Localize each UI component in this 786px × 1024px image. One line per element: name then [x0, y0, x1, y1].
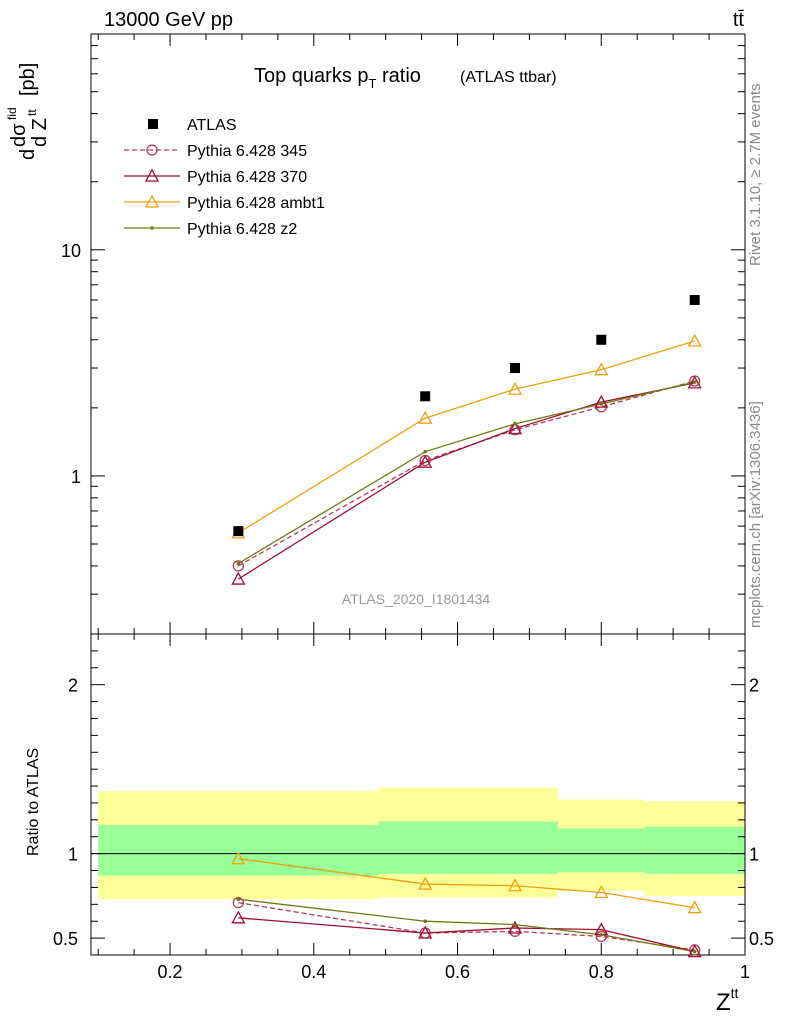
y-label-d: d	[17, 149, 39, 160]
y-label-unit: [pb]	[17, 63, 39, 96]
chart-title-main: Top quarks p	[254, 65, 369, 87]
ratio-tick-label-right: 2	[749, 676, 759, 696]
y-label-tt: tt	[25, 109, 39, 116]
x-tick-label: 0.4	[301, 962, 326, 982]
y-label-dsigma: dσ	[8, 123, 30, 147]
band-inner-3	[644, 826, 745, 874]
legend-marker-0	[146, 144, 158, 156]
x-tick-label: 0.8	[589, 962, 614, 982]
chart-title-sub: T	[369, 76, 377, 91]
series-point-0	[232, 560, 244, 572]
ratio-point-1	[418, 925, 433, 939]
y-label-fid: fid	[5, 107, 19, 120]
data-point	[420, 391, 431, 402]
x-tick-label: 0.6	[445, 962, 470, 982]
ratio-point-0	[595, 930, 607, 943]
mcplots-label: mcplots.cern.ch [arXiv:1306.3436]	[747, 401, 764, 628]
series-markers	[231, 294, 702, 958]
legend: ATLAS Pythia 6.428 345 Pythia 6.428 370 Pyt…	[124, 117, 325, 238]
series-point-3	[423, 449, 427, 454]
series-point-1	[231, 571, 246, 585]
ratio-line-2	[238, 858, 695, 909]
ratio-line-3	[238, 898, 695, 953]
legend-marker-3	[150, 226, 154, 230]
x-axis-label: Ztt	[716, 985, 739, 1016]
ratio-point-2	[507, 878, 523, 892]
series-point-1	[594, 394, 609, 408]
series-point-3	[236, 561, 241, 566]
series-line-1	[237, 382, 695, 580]
ratio-tick-label-left: 0.5	[53, 929, 78, 949]
process-label: tt̄	[733, 9, 745, 31]
series-line-2	[237, 340, 695, 534]
series-point-2	[418, 410, 433, 424]
ratio-tick-label-left: 2	[68, 676, 78, 696]
ratio-point-3	[236, 897, 241, 902]
y-tick-label: 1	[71, 467, 81, 487]
series-line-0	[238, 380, 695, 567]
ratio-line-1	[238, 917, 695, 953]
x-label-sup: tt	[731, 985, 739, 1001]
band-inner-1	[378, 821, 559, 874]
energy-label: 13000 GeV pp	[104, 9, 233, 31]
ratio-y-label: Ratio to ATLAS	[25, 748, 42, 856]
series-point-2	[594, 362, 609, 376]
series-point-1	[507, 421, 523, 435]
x-tick-label: 0.2	[158, 962, 183, 982]
ratio-point-3	[513, 922, 517, 927]
series-point-3	[692, 380, 697, 384]
chart-title-main2: ratio	[376, 65, 420, 87]
ratio-point-2	[594, 885, 609, 899]
y-axis-label: d dσ fid d Z tt [pb]	[5, 63, 51, 160]
legend-marker-data	[148, 119, 158, 129]
x-tick-label: 1	[740, 962, 750, 982]
ratio-point-1	[687, 944, 702, 958]
series-point-3	[513, 422, 517, 426]
ratio-line-0	[238, 901, 695, 951]
data-point	[596, 334, 607, 345]
chart-title-note: (ATLAS ttbar)	[460, 69, 557, 86]
legend-marker-1	[144, 168, 160, 182]
ratio-point-3	[692, 949, 697, 954]
series-point-1	[418, 454, 433, 468]
analysis-watermark: ATLAS_2020_I1801434	[342, 591, 491, 607]
ratio-point-2	[418, 876, 433, 890]
band-inner-2	[558, 828, 645, 873]
data-point	[689, 294, 700, 305]
ratio-point-3	[423, 919, 427, 924]
ratio-point-1	[231, 910, 246, 924]
ratio-frame	[90, 633, 746, 956]
legend-label-data: ATLAS	[187, 117, 237, 134]
x-label-main: Z	[716, 989, 731, 1016]
series-lines	[237, 340, 695, 953]
rivet-label: Rivet 3.1.10, ≥ 2.7M events	[747, 84, 764, 267]
ratio-point-2	[687, 900, 702, 914]
legend-label-2: Pythia 6.428 ambt1	[187, 195, 325, 212]
ratio-bands	[98, 787, 745, 900]
band-inner-0	[98, 824, 379, 876]
legend-label-1: Pythia 6.428 370	[187, 169, 307, 186]
chart-title: Top quarks pT ratio	[254, 65, 421, 91]
ratio-point-2	[231, 851, 246, 865]
ratio-tick-label-right: 0.5	[749, 929, 774, 949]
legend-label-0: Pythia 6.428 345	[187, 143, 307, 160]
legend-label-3: Pythia 6.428 z2	[187, 221, 297, 238]
tick-labels: 0.2 0.4 0.6 0.8 1 1 10 0.5 0.5 1 1 2 2	[53, 241, 774, 982]
y-tick-label: 10	[61, 241, 81, 261]
ratio-tick-label-left: 1	[68, 845, 78, 865]
legend-marker-2	[144, 194, 160, 208]
series-point-3	[599, 402, 604, 406]
ratio-tick-label-right: 1	[749, 845, 759, 865]
data-point	[510, 363, 521, 374]
series-point-1	[687, 375, 702, 389]
series-point-2	[687, 333, 702, 347]
ratio-point-1	[507, 920, 523, 934]
series-point-2	[507, 381, 523, 395]
y-label-denominator: d Z	[29, 118, 51, 147]
data-point	[233, 526, 244, 537]
axes	[90, 33, 746, 956]
ratio-point-3	[599, 932, 604, 937]
